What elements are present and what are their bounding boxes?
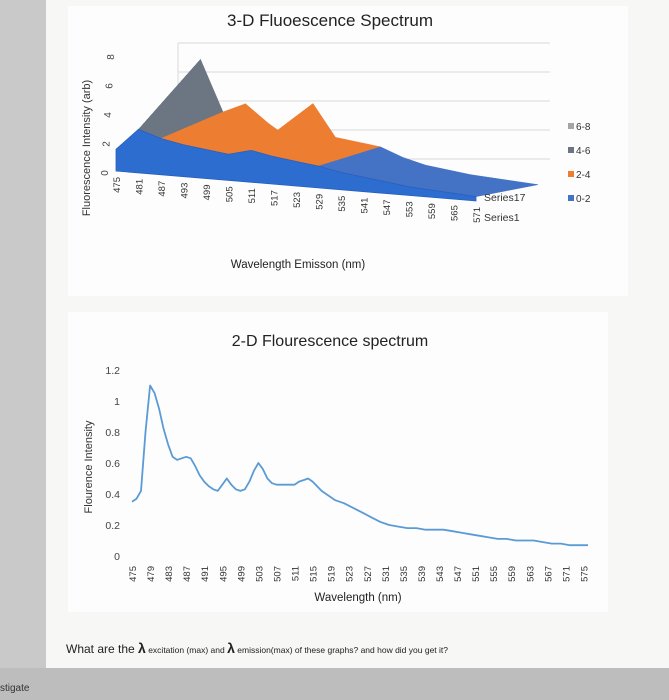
y-tick-label: 1 bbox=[114, 396, 120, 408]
x-tick-label: 511 bbox=[247, 188, 258, 203]
legend-swatch bbox=[568, 171, 574, 177]
x-tick-label: 517 bbox=[270, 190, 281, 206]
question-part-2: emission(max) of these graphs? and how d… bbox=[234, 645, 448, 655]
legend-swatch bbox=[568, 123, 574, 129]
y-tick-label: 8 bbox=[106, 54, 117, 60]
legend-label: 0-2 bbox=[576, 194, 591, 205]
x-tick-label: 479 bbox=[146, 566, 157, 582]
x-tick-label: 483 bbox=[164, 566, 175, 582]
x-tick-label: 505 bbox=[225, 186, 236, 202]
chart-2d-card: 2-D Flourescence spectrum Flourence Inte… bbox=[68, 312, 608, 612]
x-tick-label: 493 bbox=[180, 183, 191, 199]
y-tick-label: 0.2 bbox=[105, 520, 120, 532]
series-line bbox=[131, 384, 588, 547]
series-axis-label: Series1 bbox=[484, 212, 520, 224]
chart-3d-y-axis-label: Fluorescence Intensity (arb) bbox=[81, 80, 93, 216]
x-tick-label: 499 bbox=[202, 185, 213, 201]
x-tick-label: 559 bbox=[427, 203, 438, 219]
x-tick-label: 535 bbox=[337, 196, 348, 212]
chart-2d-x-axis-label: Wavelength (nm) bbox=[314, 592, 401, 604]
x-tick-label: 563 bbox=[525, 566, 536, 582]
x-tick-label: 567 bbox=[543, 566, 554, 582]
x-tick-label: 559 bbox=[507, 566, 518, 582]
x-tick-label: 495 bbox=[218, 566, 229, 582]
question-text: What are the λ excitation (max) and λ em… bbox=[66, 640, 448, 656]
lambda-symbol: λ bbox=[138, 640, 146, 656]
chart-3d-x-axis-label: Wavelength Emisson (nm) bbox=[231, 259, 366, 271]
x-tick-label: 541 bbox=[360, 198, 371, 214]
x-tick-label: 481 bbox=[135, 179, 146, 195]
x-tick-label: 539 bbox=[417, 566, 428, 582]
x-tick-label: 487 bbox=[182, 566, 193, 582]
x-tick-label: 507 bbox=[272, 566, 283, 582]
y-tick-label: 0 bbox=[114, 551, 120, 563]
x-tick-label: 571 bbox=[472, 207, 483, 223]
x-tick-label: 555 bbox=[489, 566, 500, 582]
chart-2d-title: 2-D Flourescence spectrum bbox=[232, 333, 429, 350]
x-tick-label: 547 bbox=[382, 200, 393, 216]
question-part-1: excitation (max) and bbox=[145, 645, 228, 655]
chart-3d: 3-D Fluoescence Spectrum Fluorescence In… bbox=[81, 11, 591, 271]
x-tick-label: 511 bbox=[291, 566, 302, 581]
x-tick-label: 491 bbox=[200, 566, 211, 582]
x-tick-label: 523 bbox=[292, 192, 303, 208]
x-tick-label: 523 bbox=[345, 566, 356, 582]
x-tick-label: 527 bbox=[363, 566, 374, 582]
legend-label: 4-6 bbox=[576, 146, 591, 157]
y-tick-label: 0 bbox=[100, 170, 111, 176]
y-tick-label: 1.2 bbox=[105, 365, 120, 377]
y-tick-label: 2 bbox=[102, 141, 113, 147]
lambda-symbol: λ bbox=[227, 640, 235, 656]
x-tick-label: 499 bbox=[236, 566, 247, 582]
series-axis-label: Series17 bbox=[484, 192, 526, 204]
chart-3d-title: 3-D Fluoescence Spectrum bbox=[227, 11, 433, 30]
legend-label: 6-8 bbox=[576, 122, 591, 133]
footer-bar bbox=[0, 668, 669, 700]
x-tick-label: 529 bbox=[315, 194, 326, 210]
y-tick-label: 0.8 bbox=[105, 427, 120, 439]
x-tick-label: 515 bbox=[309, 566, 320, 582]
question-prefix: What are the bbox=[66, 642, 139, 656]
x-tick-label: 571 bbox=[561, 566, 572, 582]
y-tick-label: 0.6 bbox=[105, 458, 120, 470]
x-tick-label: 551 bbox=[471, 566, 482, 582]
front-series-face bbox=[115, 128, 477, 202]
chart-3d-card: 3-D Fluoescence Spectrum Fluorescence In… bbox=[68, 6, 628, 296]
x-tick-label: 531 bbox=[381, 566, 392, 582]
y-tick-label: 0.4 bbox=[105, 489, 120, 501]
x-tick-label: 503 bbox=[254, 566, 265, 582]
y-tick-label: 6 bbox=[105, 83, 116, 89]
x-tick-label: 553 bbox=[405, 201, 416, 217]
x-tick-label: 535 bbox=[399, 566, 410, 582]
chart-2d-y-axis-label: Flourence Intensity bbox=[83, 420, 95, 513]
x-tick-label: 487 bbox=[157, 181, 168, 197]
x-tick-label: 575 bbox=[579, 566, 590, 582]
x-tick-label: 519 bbox=[327, 566, 338, 582]
x-tick-label: 547 bbox=[453, 566, 464, 582]
x-tick-label: 565 bbox=[450, 205, 461, 221]
chart-2d: 2-D Flourescence spectrum Flourence Inte… bbox=[83, 333, 590, 604]
y-tick-label: 4 bbox=[103, 112, 114, 118]
footer-label: stigate bbox=[0, 683, 30, 694]
legend-swatch bbox=[568, 147, 574, 153]
x-tick-label: 475 bbox=[128, 566, 139, 582]
x-tick-label: 543 bbox=[435, 566, 446, 582]
legend-label: 2-4 bbox=[576, 170, 591, 181]
legend-swatch bbox=[568, 195, 574, 201]
x-tick-label: 475 bbox=[112, 177, 123, 193]
